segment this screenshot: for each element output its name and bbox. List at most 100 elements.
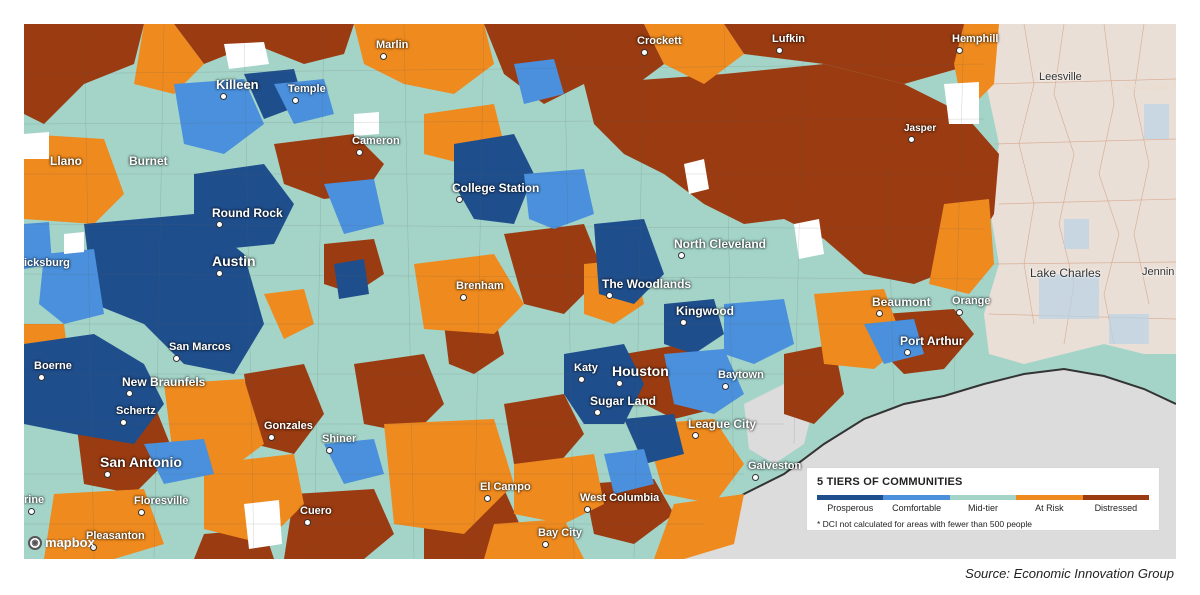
legend-tier-label: Distressed [1094,503,1138,513]
legend-swatch [1016,495,1083,500]
city-marker-icon [173,355,180,362]
city-marker-icon [876,310,883,317]
city-label: Houston [612,363,669,379]
city-label: Bay City [538,527,583,539]
map-legend: 5 TIERS OF COMMUNITIES Prosperous Comfort… [806,467,1160,531]
city-marker-icon [268,434,275,441]
city-label: Katy [574,362,598,374]
city-marker-icon [456,196,463,203]
city-marker-icon [641,49,648,56]
mapbox-logo-icon: ◉ [28,535,42,550]
city-label: The Woodlands [602,277,692,291]
city-label: Temple [288,83,326,95]
city-marker-icon [326,447,333,454]
city-label: Cameron [352,135,400,147]
legend-tier: At Risk [1016,495,1083,513]
city-marker-icon [104,471,111,478]
city-marker-icon [956,309,963,316]
city-label: Pleasanton [86,530,145,542]
city-marker-icon [356,149,363,156]
map-canvas[interactable] [24,24,1176,559]
city-marker-icon [752,474,759,481]
city-marker-icon [904,349,911,356]
city-marker-icon [216,270,223,277]
city-label: Boerne [34,360,72,372]
city-label: San Antonio [100,454,182,470]
legend-tier-label: Comfortable [892,503,942,513]
city-marker-icon [380,53,387,60]
legend-swatch [949,495,1017,500]
city-marker-icon [120,419,127,426]
legend-title: 5 TIERS OF COMMUNITIES [817,476,963,488]
city-label: Lake Charles [1030,266,1101,280]
city-label: New Braunfels [122,375,206,389]
city-label: icksburg [24,257,70,269]
city-label: Cuero [300,505,332,517]
city-marker-icon [216,221,223,228]
city-label: El Campo [480,481,531,493]
city-marker-icon [616,380,623,387]
city-label: West Columbia [580,492,660,504]
city-label: Floresville [134,495,189,507]
mapbox-attribution[interactable]: ◉ mapbox [28,535,95,550]
city-marker-icon [542,541,549,548]
city-label: Marlin [376,39,409,51]
city-label: Galveston [748,460,802,472]
city-label: San Marcos [169,341,231,353]
city-marker-icon [126,390,133,397]
city-label: North Cleveland [674,237,767,251]
city-marker-icon [90,544,97,551]
legend-swatch [817,495,884,500]
no-data-areas [24,42,979,549]
city-label: Sugar Land [590,394,657,408]
source-caption: Source: Economic Innovation Group [965,566,1174,581]
city-marker-icon [460,294,467,301]
city-marker-icon [606,292,613,299]
city-label: Kingwood [676,304,734,318]
city-label: Round Rock [212,206,283,220]
city-label: Crockett [637,35,682,47]
city-marker-icon [38,374,45,381]
city-label: Lufkin [772,33,805,45]
city-marker-icon [908,136,915,143]
city-marker-icon [594,409,601,416]
city-marker-icon [678,252,685,259]
city-marker-icon [584,506,591,513]
legend-tier-label: Mid-tier [968,503,999,513]
city-label: Orange [952,295,991,307]
city-label: College Station [452,181,540,195]
at-risk-areas [24,24,999,559]
louisiana-region [984,24,1176,364]
prosperous-areas [24,69,724,464]
city-label: Beaumont [872,295,931,309]
legend-note: * DCI not calculated for areas with fewe… [817,519,1032,529]
city-label: Schertz [116,405,156,417]
city-marker-icon [692,432,699,439]
legend-tier: Mid-tier [949,495,1017,513]
mapbox-wordmark: mapbox [45,535,95,550]
legend-tier: Comfortable [883,495,950,513]
legend-swatch [883,495,950,500]
city-marker-icon [722,383,729,390]
city-label: Killeen [216,77,259,92]
city-marker-icon [220,93,227,100]
legend-tier-label: Prosperous [827,503,874,513]
city-label: rine [24,494,45,506]
louisiana-tracts [1039,104,1169,344]
city-marker-icon [138,509,145,516]
legend-tier: Prosperous [817,495,884,513]
legend-swatch [1082,495,1150,500]
choropleth-map[interactable]: Marlin Crockett Lufkin Hemphill Killeen Templ… [24,24,1176,559]
city-marker-icon [776,47,783,54]
city-label: Jennin [1142,266,1175,278]
city-label: Hemphill [952,33,999,45]
city-label: Austin [212,253,256,269]
city-marker-icon [292,97,299,104]
city-marker-icon [484,495,491,502]
city-label: Kisatchie National F [1124,81,1176,93]
city-label: Shiner [322,433,357,445]
comfortable-areas [24,59,924,494]
city-label: Baytown [718,369,764,381]
coastline [663,367,1176,559]
legend-tier: Distressed [1082,495,1150,513]
